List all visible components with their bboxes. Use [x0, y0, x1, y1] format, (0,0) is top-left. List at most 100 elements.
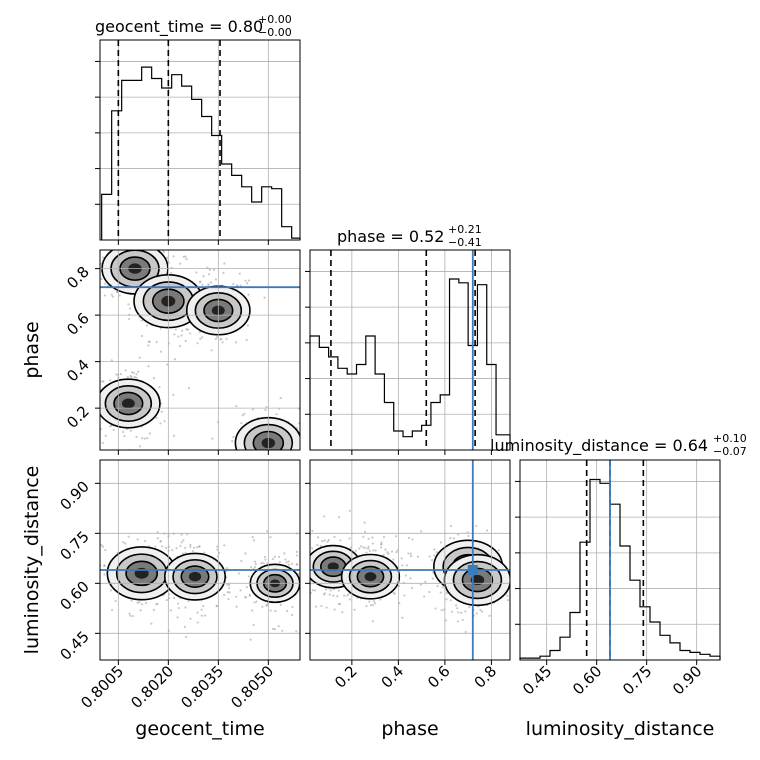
sample-point: [467, 534, 470, 538]
sample-point: [241, 414, 244, 417]
sample-point: [295, 550, 298, 554]
sample-point: [304, 518, 306, 520]
sample-point: [271, 557, 274, 561]
sample-point: [244, 470, 246, 472]
sample-point: [382, 535, 386, 539]
sample-point: [189, 545, 192, 548]
sample-point: [165, 546, 168, 549]
sample-point: [409, 552, 412, 555]
sample-point: [416, 555, 420, 558]
sample-point: [228, 583, 231, 587]
sample-point: [420, 530, 423, 533]
sample-point: [212, 268, 216, 272]
sample-point: [179, 344, 182, 348]
sample-point: [274, 479, 276, 481]
sample-point: [141, 603, 144, 606]
sample-point: [200, 614, 203, 617]
sample-point: [103, 573, 106, 576]
title-geocent-time-minus: −0.00: [258, 26, 292, 39]
sample-point: [251, 450, 253, 452]
sample-point: [264, 558, 267, 561]
sample-point: [245, 585, 248, 589]
sample-point: [387, 552, 390, 555]
sample-point: [358, 547, 361, 550]
sample-point: [392, 591, 395, 594]
sample-point: [208, 268, 211, 271]
sample-point: [171, 549, 174, 552]
sample-point: [373, 602, 377, 605]
sample-point: [196, 621, 199, 624]
sample-point: [132, 371, 136, 375]
sample-point: [240, 559, 243, 563]
sample-point: [235, 605, 238, 608]
sample-point: [221, 341, 224, 344]
sample-point: [203, 614, 207, 617]
sample-point: [346, 594, 349, 597]
sample-point: [293, 450, 295, 452]
sample-point: [367, 537, 370, 540]
sample-point: [160, 410, 163, 413]
x-tick-label-luminosity-distance: 0.75: [619, 662, 655, 698]
sample-point: [368, 600, 371, 603]
sample-point: [328, 593, 331, 596]
sample-point: [251, 609, 254, 612]
sample-point: [240, 473, 242, 475]
sample-point: [411, 538, 414, 541]
sample-point: [302, 450, 304, 452]
sample-point: [433, 554, 436, 557]
sample-point: [380, 541, 383, 544]
sample-point: [180, 541, 183, 544]
sample-point: [308, 454, 310, 456]
sample-point: [200, 608, 203, 611]
histogram-luminosity-distance: [519, 478, 721, 660]
x-axis-label-luminosity-distance: luminosity_distance: [526, 718, 715, 740]
sample-point: [216, 545, 219, 548]
sample-point: [339, 539, 342, 542]
sample-point: [146, 437, 149, 440]
sample-point: [140, 437, 144, 440]
sample-point: [235, 405, 238, 408]
sample-point: [374, 549, 377, 552]
sample-point: [403, 594, 406, 597]
sample-point: [307, 571, 309, 573]
sample-point: [293, 461, 295, 463]
x-tick-label-geocent-time: 0.8020: [127, 662, 177, 712]
sample-point: [306, 570, 308, 572]
sample-point: [253, 601, 256, 604]
sample-point: [91, 416, 93, 418]
sample-point: [314, 605, 317, 608]
sample-point: [434, 607, 437, 610]
sample-point: [207, 273, 211, 276]
sample-point: [240, 422, 243, 425]
contour-line: [163, 552, 227, 601]
sample-point: [269, 609, 272, 612]
sample-point: [367, 545, 370, 548]
sample-point: [97, 570, 99, 572]
sample-point: [400, 557, 403, 560]
density-panel-luminosity-distance-vs-geocent-time: 0.8005 0.8020 0.8035 0.8050 0.45 0.60 0.75 0.90: [56, 459, 304, 712]
sample-point: [231, 470, 233, 472]
sample-point: [136, 538, 139, 541]
axes-frame: [519, 459, 721, 661]
sample-point: [247, 464, 249, 466]
sample-point: [108, 379, 112, 382]
sample-point: [302, 561, 304, 563]
sample-point: [337, 602, 341, 606]
sample-point: [326, 540, 329, 543]
sample-point: [252, 539, 256, 542]
sample-point: [228, 591, 231, 594]
sample-point: [261, 605, 264, 608]
sample-point: [433, 548, 436, 551]
sample-point: [283, 471, 285, 473]
sample-point: [431, 577, 434, 580]
sample-point: [232, 283, 235, 286]
sample-point: [522, 559, 524, 561]
sample-point: [100, 544, 103, 547]
sample-point: [214, 337, 217, 341]
sample-point: [222, 271, 225, 275]
sample-point: [112, 428, 115, 432]
sample-point: [277, 455, 279, 457]
sample-point: [290, 479, 292, 481]
sample-point: [262, 561, 265, 565]
sample-point: [287, 460, 289, 462]
